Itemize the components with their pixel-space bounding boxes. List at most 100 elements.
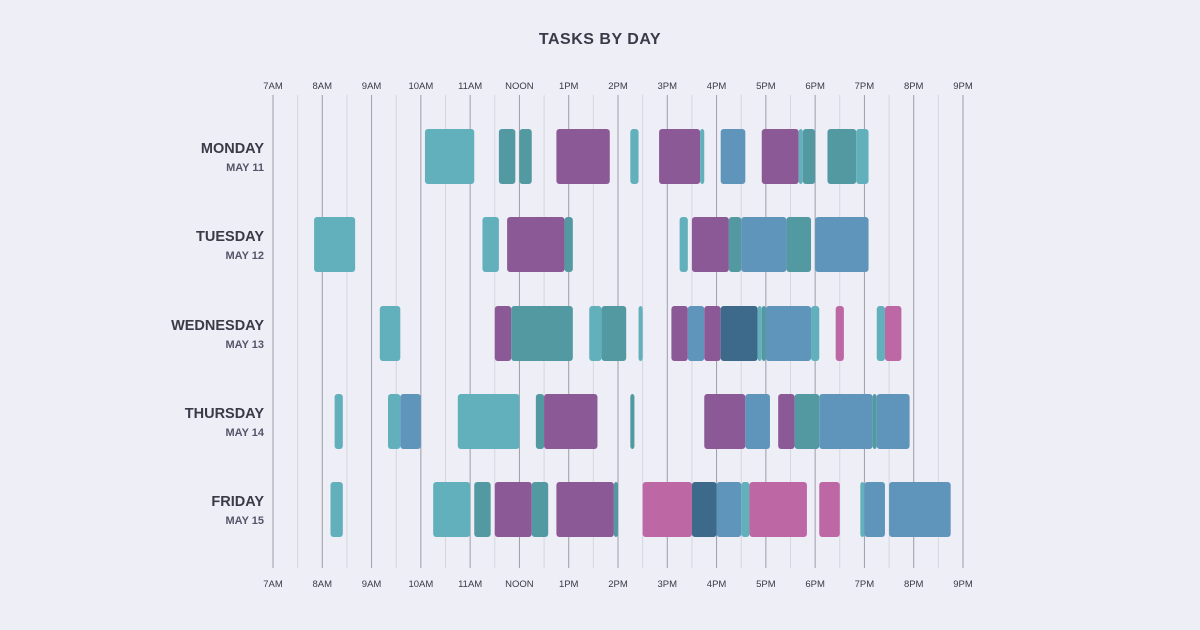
date-label: MAY 12 — [225, 250, 264, 262]
task-bar — [642, 482, 692, 537]
task-bar — [498, 129, 516, 184]
task-bar — [741, 482, 750, 537]
x-tick-label-bottom: 8AM — [313, 579, 333, 590]
task-bar — [519, 129, 532, 184]
task-bar — [876, 306, 885, 361]
task-bar — [716, 482, 742, 537]
day-label: THURSDAY — [185, 406, 265, 422]
task-bar — [691, 217, 729, 272]
task-bar — [638, 306, 643, 361]
task-bar — [671, 306, 688, 361]
x-tick-label-bottom: 2PM — [608, 579, 628, 590]
task-bar — [794, 394, 820, 449]
task-bar — [856, 129, 869, 184]
task-bar — [687, 306, 705, 361]
task-bar — [757, 306, 762, 361]
task-bar — [601, 306, 627, 361]
task-bar — [511, 306, 573, 361]
task-bar — [745, 394, 770, 449]
task-bar — [589, 306, 602, 361]
x-tick-label-bottom: 9AM — [362, 579, 382, 590]
x-tick-label-top: 8AM — [313, 81, 333, 92]
task-bar — [474, 482, 491, 537]
task-bar — [815, 217, 869, 272]
x-tick-label-bottom: 4PM — [707, 579, 727, 590]
task-bar — [556, 129, 610, 184]
task-bar — [482, 217, 499, 272]
task-bar — [761, 129, 799, 184]
task-bar — [630, 129, 639, 184]
x-tick-label-top: 11AM — [458, 81, 482, 92]
task-bar — [884, 306, 902, 361]
x-tick-label-top: 10AM — [408, 81, 433, 92]
task-bar — [798, 129, 803, 184]
task-bar — [388, 394, 401, 449]
date-label: MAY 11 — [226, 162, 264, 174]
task-bar — [400, 394, 421, 449]
x-tick-label-top: 7AM — [263, 81, 283, 92]
x-tick-label-bottom: 5PM — [756, 579, 776, 590]
chart-title: TASKS BY DAY — [538, 31, 662, 48]
date-label: MAY 14 — [225, 427, 264, 439]
task-bar — [704, 394, 746, 449]
x-tick-label-bottom: 8PM — [904, 579, 924, 590]
task-bar — [889, 482, 951, 537]
x-tick-label-top: 7PM — [855, 81, 875, 92]
task-bar — [728, 217, 742, 272]
x-tick-label-bottom: 9PM — [953, 579, 973, 590]
task-bar — [860, 482, 865, 537]
x-tick-label-top: 8PM — [904, 81, 924, 92]
x-tick-label-bottom: 7PM — [855, 579, 875, 590]
day-label: TUESDAY — [196, 229, 264, 245]
task-bar — [704, 306, 721, 361]
task-bar — [334, 394, 343, 449]
task-bar — [564, 217, 573, 272]
x-tick-label-bottom: 3PM — [658, 579, 678, 590]
task-bar — [457, 394, 520, 449]
day-labels: MONDAY MAY 11 TUESDAY MAY 12 WEDNESDAY MAY 13… — [171, 141, 265, 527]
task-bar — [424, 129, 475, 184]
x-tick-label-bottom: 10AM — [408, 579, 433, 590]
task-bar — [700, 129, 705, 184]
x-tick-label-bottom: 7AM — [263, 579, 283, 590]
x-tick-label-top: 9PM — [953, 81, 973, 92]
task-bar — [535, 394, 545, 449]
task-bar — [786, 217, 812, 272]
x-tick-label-bottom: 1PM — [559, 579, 579, 590]
task-bar — [827, 129, 857, 184]
x-tick-label-top: 9AM — [362, 81, 382, 92]
task-bar — [659, 129, 701, 184]
x-tick-label-top: NOON — [505, 81, 534, 92]
task-bar — [778, 394, 795, 449]
task-bar — [741, 217, 787, 272]
task-bar — [379, 306, 401, 361]
x-tick-label-bottom: 11AM — [458, 579, 482, 590]
task-bar — [876, 394, 910, 449]
task-bar — [819, 482, 840, 537]
task-bar — [433, 482, 471, 537]
task-bar — [314, 217, 356, 272]
task-bar — [544, 394, 598, 449]
task-bar — [720, 306, 758, 361]
task-bar — [864, 482, 885, 537]
task-bar — [613, 482, 618, 537]
x-tick-label-top: 5PM — [756, 81, 776, 92]
x-tick-label-top: 4PM — [707, 81, 727, 92]
task-bar — [691, 482, 717, 537]
day-label: FRIDAY — [211, 494, 264, 510]
task-bars — [314, 129, 951, 537]
task-bar — [872, 394, 877, 449]
task-bar — [749, 482, 807, 537]
task-bar — [819, 394, 873, 449]
task-bar — [811, 306, 820, 361]
task-bar — [630, 394, 635, 449]
day-label: MONDAY — [201, 141, 264, 157]
task-bar — [494, 306, 512, 361]
task-bar — [679, 217, 688, 272]
x-tick-label-top: 2PM — [608, 81, 628, 92]
x-tick-label-bottom: 6PM — [805, 579, 825, 590]
task-bar — [494, 482, 532, 537]
task-bar — [531, 482, 549, 537]
task-bar — [765, 306, 812, 361]
